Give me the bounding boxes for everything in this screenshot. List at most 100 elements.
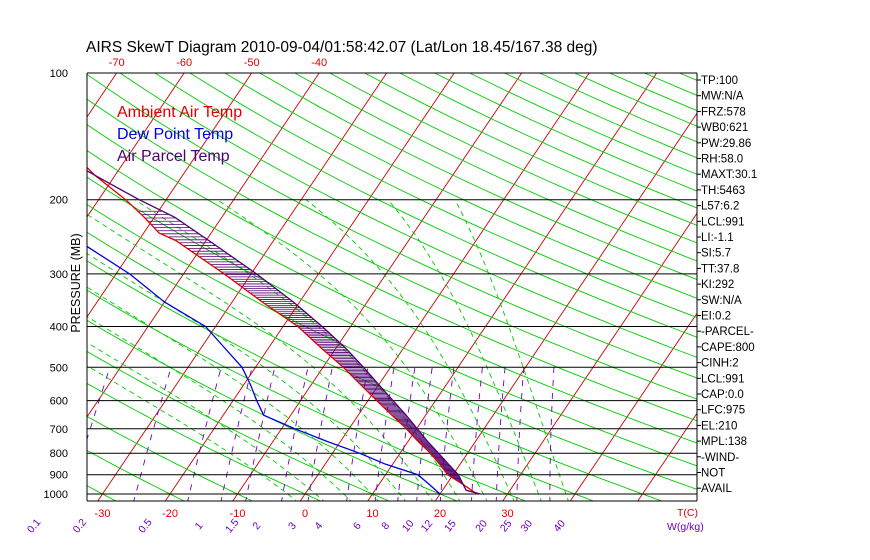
mixing-ratio-tick: 0.2: [71, 517, 90, 536]
top-temp-tick-label: -40: [311, 57, 327, 69]
mixing-ratio-line: [549, 367, 555, 501]
pressure-tick-label: 200: [50, 195, 68, 207]
mixing-ratio-tick-label: 0.1: [25, 517, 44, 536]
mixing-ratio-tick: 40: [551, 518, 568, 535]
mixing-ratio-line: [245, 367, 276, 501]
mixing-ratio-tick-label: 2: [250, 520, 263, 532]
mixing-ratio-line: [133, 367, 172, 501]
mixing-ratio-unit-label: W(g/kg): [667, 521, 704, 533]
moist-adiabat-line: [216, 199, 488, 501]
mixing-ratio-tick: 4: [312, 520, 325, 532]
dry-adiabat-line: [258, 73, 697, 280]
index-item: TT:37.8: [701, 263, 739, 275]
dry-adiabat-line: [189, 73, 697, 318]
mixing-ratio-line: [495, 367, 506, 501]
dry-adiabat-line: [87, 176, 697, 467]
moist-adiabat-line: [87, 252, 407, 501]
stability-indices: TP:100 MW:N/A FRZ:578 WB0:621 PW:29.86 RH:58.…: [697, 75, 757, 495]
moist-adiabat-line: [87, 213, 434, 501]
dry-adiabat-line: [87, 415, 254, 501]
dry-adiabat-line: [87, 231, 663, 501]
index-item: TH:5463: [701, 185, 745, 197]
top-temp-tick-label: -60: [176, 57, 192, 69]
legend: Ambient Air Temp Dew Point Temp Air Parcel…: [117, 104, 242, 165]
mixing-ratio-line: [187, 367, 222, 501]
dry-adiabat-line: [87, 319, 459, 501]
mixing-ratio-line: [374, 367, 395, 501]
index-item: -WIND-: [701, 452, 739, 464]
dry-adiabat-line: [363, 73, 697, 226]
index-item: MAXT:30.1: [701, 169, 757, 181]
dry-adiabat-line: [0, 54, 51, 503]
pressure-tick-label: 400: [50, 321, 68, 333]
mixing-ratio-line: [220, 367, 253, 501]
isotherm-line: [97, 73, 388, 501]
index-item: FRZ:578: [701, 106, 746, 118]
isotherm-line: [434, 112, 697, 501]
mixing-ratio-line: [346, 367, 369, 501]
pressure-tick-label: 700: [50, 424, 68, 436]
top-temp-tick-label: -50: [244, 57, 260, 69]
mixing-ratio-line: [397, 367, 416, 501]
index-item: EL:210: [701, 420, 737, 432]
dry-adiabat-line: [293, 73, 697, 262]
isotherm-line: [299, 73, 590, 501]
dry-adiabat-line: [154, 73, 697, 338]
mixing-ratio-tick: 15: [442, 518, 459, 535]
isotherm-line: [637, 412, 697, 501]
mixing-ratio-tick-label: 3: [286, 520, 299, 532]
moist-adiabat-line: [454, 199, 569, 501]
index-item: L57:6.2: [701, 201, 739, 213]
mixing-ratio-tick: 1: [193, 520, 206, 532]
mixing-ratio-line: [516, 367, 525, 501]
dry-adiabat-line: [87, 449, 186, 501]
index-item: CINH:2: [701, 358, 739, 370]
isotherm-line: [164, 73, 455, 501]
index-item: PW:29.86: [701, 138, 751, 150]
mixing-ratio-tick: 20: [473, 518, 490, 535]
mixing-ratio-line: [307, 367, 333, 501]
cape-hatch-area: [137, 210, 464, 485]
isotherm-line: [87, 73, 185, 218]
pressure-tick-label: 900: [50, 470, 68, 482]
mixing-ratio-tick-label: 15: [442, 518, 459, 535]
ambient-air-temp-line: [87, 166, 478, 495]
mixing-ratio-tick: 0.1: [25, 517, 44, 536]
pressure-tick-label: 300: [50, 269, 68, 281]
pressure-tick-label: 800: [50, 448, 68, 460]
dew-point-temp-line: [87, 245, 441, 495]
mixing-ratio-tick-label: 8: [379, 520, 392, 532]
mixing-ratio-tick: 6: [351, 520, 364, 532]
index-item: SW:N/A: [701, 295, 742, 307]
skewt-background-lines: [0, 54, 697, 503]
mixing-ratio-tick-label: 20: [473, 518, 490, 535]
dry-adiabat-line: [87, 260, 595, 501]
mixing-ratio-tick-label: 10: [400, 518, 417, 535]
bottom-temp-tick-label: 10: [366, 508, 378, 520]
moist-adiabat-line: [387, 199, 542, 501]
sounding-profiles: [87, 166, 481, 495]
mixing-ratio-line: [281, 367, 309, 501]
dry-adiabat-line: [678, 73, 697, 81]
index-item: RH:58.0: [701, 154, 743, 166]
mixing-ratio-line: [87, 367, 111, 441]
bottom-temp-tick-label: 0: [302, 508, 308, 520]
mixing-ratio-line: [416, 367, 433, 501]
pressure-tick-label: 1000: [44, 489, 68, 501]
x-axis-label: T(C): [677, 507, 698, 519]
moist-adiabat-line: [87, 365, 298, 501]
mixing-ratio-tick-label: 6: [351, 520, 364, 532]
index-item: NOT: [701, 468, 725, 480]
moist-adiabat-line: [305, 199, 515, 501]
index-item: -PARCEL-: [701, 326, 754, 338]
moist-adiabat-line: [87, 341, 325, 501]
index-item: MPL:138: [701, 436, 747, 448]
mixing-ratio-tick: 25: [498, 518, 515, 535]
isotherm-line: [87, 73, 320, 418]
air-parcel-temp-line: [87, 169, 481, 495]
index-item: TP:100: [701, 75, 738, 87]
moist-adiabat-line: [87, 316, 352, 501]
legend-entry: Dew Point Temp: [117, 126, 233, 143]
mixing-ratio-tick-label: 25: [498, 518, 515, 535]
